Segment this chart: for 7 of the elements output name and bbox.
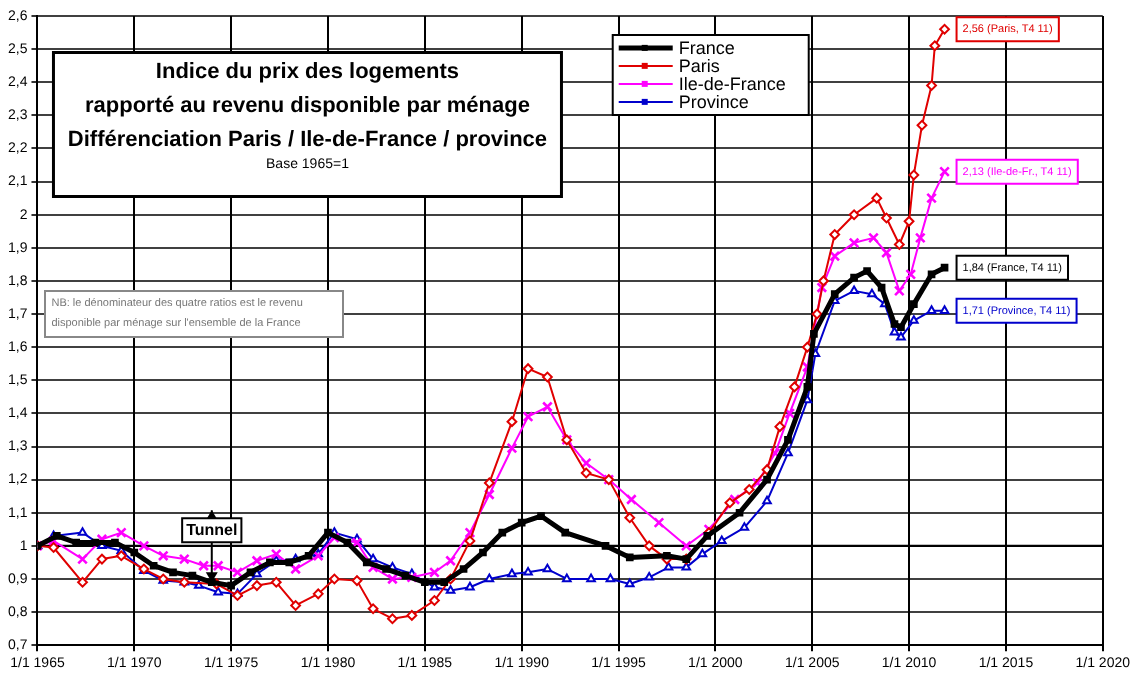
legend-label: France [678, 37, 735, 58]
legend-label: Ile-de-France [678, 73, 786, 94]
legend-label: Paris [678, 55, 721, 76]
legend-label: Province [678, 91, 749, 112]
text: Différenciation Paris / Ile-de-France / province [67, 128, 548, 153]
text: Indice du prix des logements rapporté au revenu disponible par ménage [84, 60, 530, 119]
annotation: Tunnel [186, 520, 238, 539]
